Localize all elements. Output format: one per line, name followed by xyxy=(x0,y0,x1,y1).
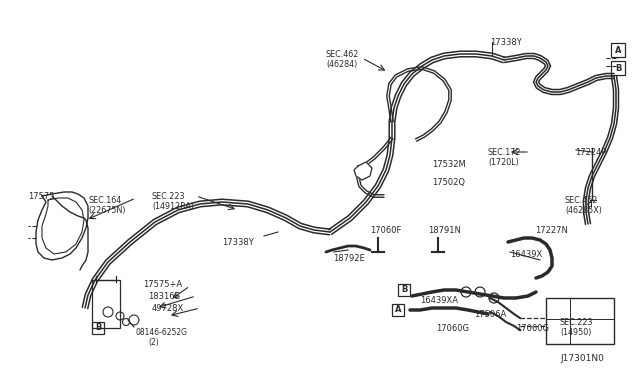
Bar xyxy=(92,322,104,334)
Bar xyxy=(611,61,625,75)
Text: 17506A: 17506A xyxy=(474,310,506,319)
Bar xyxy=(546,298,614,344)
Text: 17532M: 17532M xyxy=(432,160,466,169)
Text: 17060G: 17060G xyxy=(436,324,469,333)
Text: SEC.223: SEC.223 xyxy=(152,192,186,201)
Text: SEC.164: SEC.164 xyxy=(88,196,121,205)
Text: 18791N: 18791N xyxy=(428,226,461,235)
Text: (22675N): (22675N) xyxy=(88,206,125,215)
Text: 18792E: 18792E xyxy=(333,254,365,263)
Text: SEC.172: SEC.172 xyxy=(488,148,522,157)
Bar xyxy=(398,284,410,296)
Text: (2): (2) xyxy=(148,338,159,347)
Text: 17575: 17575 xyxy=(28,192,54,201)
Text: 17338Y: 17338Y xyxy=(490,38,522,47)
Text: (46284): (46284) xyxy=(326,60,357,69)
Text: 49728X: 49728X xyxy=(152,304,184,313)
Text: A: A xyxy=(615,45,621,55)
Polygon shape xyxy=(354,162,372,180)
Text: J17301N0: J17301N0 xyxy=(560,354,604,363)
Text: A: A xyxy=(395,305,401,314)
Text: 17575+A: 17575+A xyxy=(143,280,182,289)
Text: (14950): (14950) xyxy=(560,328,591,337)
Text: (46285X): (46285X) xyxy=(565,206,602,215)
Text: 08146-6252G: 08146-6252G xyxy=(136,328,188,337)
Text: 17502Q: 17502Q xyxy=(432,178,465,187)
Text: B: B xyxy=(95,324,101,333)
Text: B: B xyxy=(615,64,621,73)
Text: (14912RA): (14912RA) xyxy=(152,202,194,211)
Text: 17060F: 17060F xyxy=(370,226,401,235)
Text: 17060G: 17060G xyxy=(516,324,549,333)
Text: 17227N: 17227N xyxy=(535,226,568,235)
Text: 16439XA: 16439XA xyxy=(420,296,458,305)
Text: 18316E: 18316E xyxy=(148,292,180,301)
Bar xyxy=(92,280,120,328)
Text: 16439X: 16439X xyxy=(510,250,542,259)
Text: B: B xyxy=(401,285,407,295)
Bar xyxy=(611,43,625,57)
Text: SEC.462: SEC.462 xyxy=(326,50,360,59)
Text: SEC.462: SEC.462 xyxy=(565,196,598,205)
Bar xyxy=(392,304,404,316)
Text: SEC.223: SEC.223 xyxy=(560,318,593,327)
Text: 17224P: 17224P xyxy=(575,148,607,157)
Text: (1720L): (1720L) xyxy=(488,158,519,167)
Text: 17338Y: 17338Y xyxy=(222,238,253,247)
